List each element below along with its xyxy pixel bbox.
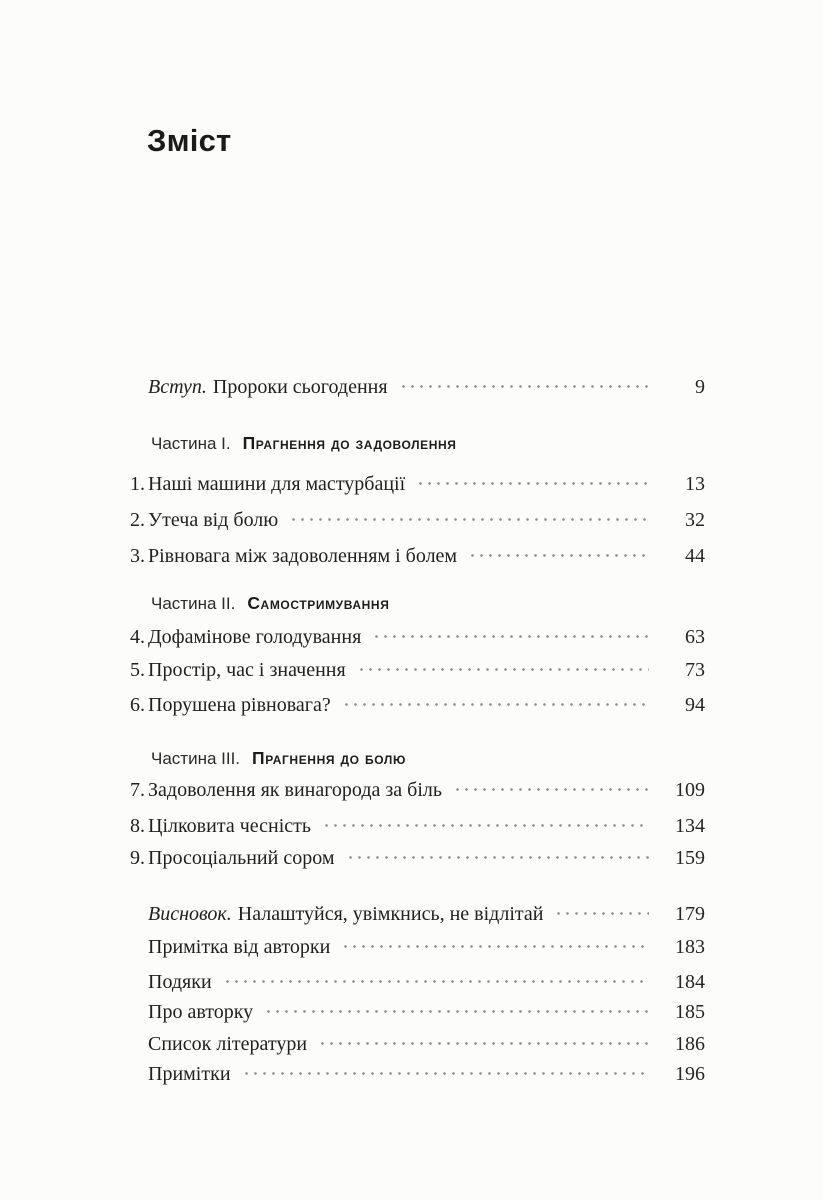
dot-leader: [398, 380, 649, 393]
page-number: 94: [685, 694, 705, 716]
page-title: Зміст: [147, 123, 232, 158]
dot-leader: [468, 549, 649, 562]
entry-number: 7.: [130, 779, 145, 801]
section-title: Прагнення до болю: [252, 748, 406, 768]
toc-entry: 2. Утеча від болю 32: [129, 507, 705, 533]
entry-number: 8.: [130, 815, 145, 837]
entry-number: 6.: [130, 694, 145, 716]
dot-leader: [241, 1067, 649, 1080]
dot-leader: [322, 819, 649, 832]
page-number: 73: [685, 659, 705, 681]
dot-leader: [345, 851, 649, 864]
entry-number: 4.: [130, 626, 145, 648]
entry-title: Дофамінове голодування: [148, 626, 362, 648]
toc-entry: Список літератури 186: [129, 1031, 705, 1057]
section-title: Самостримування: [247, 593, 390, 613]
entry-number: 2.: [130, 509, 145, 531]
dot-leader: [453, 783, 649, 796]
intro-lead: Вступ.: [148, 376, 207, 398]
entry-title: Простір, час і значення: [148, 659, 346, 681]
toc-entry: Про авторку 185: [129, 999, 705, 1025]
page-number: 134: [675, 815, 705, 837]
dot-leader: [554, 907, 649, 920]
entry-title: Про авторку: [148, 1001, 254, 1023]
toc-entry: Примітки 196: [129, 1061, 705, 1087]
dot-leader: [341, 698, 649, 711]
dot-leader: [222, 975, 649, 988]
dot-leader: [372, 630, 649, 643]
entry-title: Наші машини для мастурбації: [148, 473, 406, 495]
page-number: 186: [675, 1033, 705, 1055]
toc-entry: 5. Простір, час і значення 73: [129, 657, 705, 683]
toc-section-heading: Частина II. Самостримування: [129, 590, 705, 617]
entry-title: Рівновага між задоволенням і болем: [148, 545, 458, 567]
page-number: 13: [685, 473, 705, 495]
section-label: Частина I.: [151, 434, 231, 453]
page-number: 183: [675, 936, 705, 958]
dot-leader: [318, 1037, 649, 1050]
toc-entry: 7. Задоволення як винагорода за біль 109: [129, 777, 705, 803]
entry-title: Примітка від авторки: [148, 936, 331, 958]
toc-section-heading: Частина III. Прагнення до болю: [129, 745, 705, 772]
page-number: 63: [685, 626, 705, 648]
toc-entry: Примітка від авторки 183: [129, 934, 705, 960]
entry-title: Подяки: [148, 971, 212, 993]
entry-number: 3.: [130, 545, 145, 567]
toc-entry: 8. Цілковита чесність 134: [129, 813, 705, 839]
toc-entry: Висновок. Налаштуйся, увімкнись, не відлі…: [129, 901, 705, 927]
section-title: Прагнення до задоволення: [242, 433, 457, 453]
entry-title: Примітки: [148, 1063, 231, 1085]
dot-leader: [264, 1005, 649, 1018]
toc-entry: 4. Дофамінове голодування 63: [129, 624, 705, 650]
page-number: 184: [675, 971, 705, 993]
entry-number: 9.: [130, 847, 145, 869]
entry-title: Пророки сьогодення: [212, 376, 388, 398]
entry-title: Просоціальний сором: [148, 847, 335, 869]
entry-title: Утеча від болю: [148, 509, 279, 531]
toc-entry: 9. Просоціальний сором 159: [129, 845, 705, 871]
entry-title: Список літератури: [148, 1033, 308, 1055]
page-number: 32: [685, 509, 705, 531]
entry-number: 1.: [130, 473, 145, 495]
entry-title: Порушена рівновага?: [148, 694, 331, 716]
section-label: Частина III.: [151, 749, 241, 768]
entry-title: Налаштуйся, увімкнись, не відлітай: [237, 903, 544, 925]
page-number: 9: [695, 376, 705, 398]
toc-entry: Подяки 184: [129, 969, 705, 995]
section-label: Частина II.: [151, 594, 236, 613]
dot-leader: [356, 663, 649, 676]
page-number: 185: [675, 1001, 705, 1023]
entry-title: Цілковита чесність: [148, 815, 311, 837]
toc-entry: 6. Порушена рівновага? 94: [129, 692, 705, 718]
entry-title: Задоволення як винагорода за біль: [148, 779, 443, 801]
toc-entry: 3. Рівновага між задоволенням і болем 44: [129, 543, 705, 569]
toc-entry: Вступ. Пророки сьогодення 9: [129, 374, 705, 400]
intro-lead: Висновок.: [148, 903, 232, 925]
page-number: 109: [675, 779, 705, 801]
toc-section-heading: Частина I. Прагнення до задоволення: [129, 430, 705, 457]
page-number: 159: [675, 847, 705, 869]
page-number: 179: [675, 903, 705, 925]
entry-number: 5.: [130, 659, 145, 681]
dot-leader: [416, 477, 649, 490]
page-number: 44: [685, 545, 705, 567]
page-number: 196: [675, 1063, 705, 1085]
toc-entry: 1. Наші машини для мастурбації 13: [129, 471, 705, 497]
dot-leader: [341, 940, 649, 953]
dot-leader: [289, 513, 649, 526]
